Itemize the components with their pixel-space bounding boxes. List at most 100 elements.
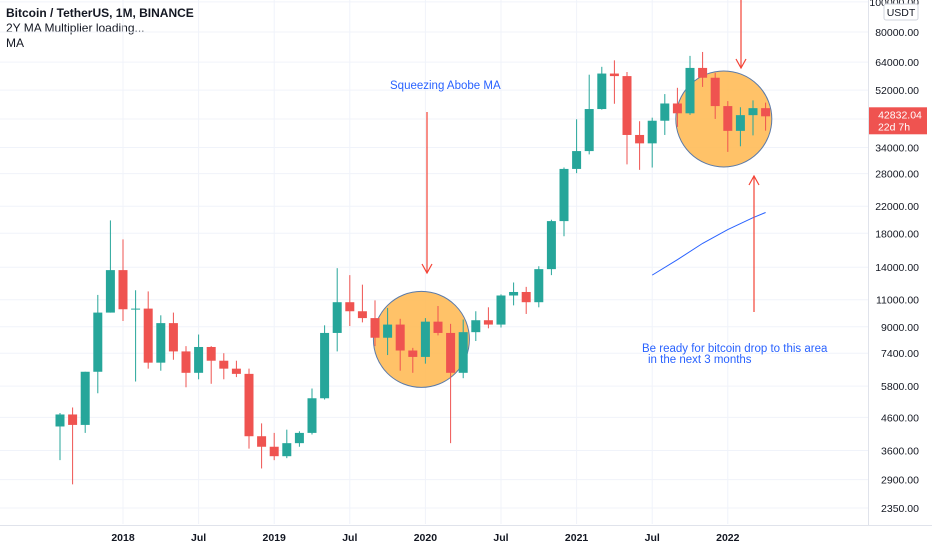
bottom-note-line1: Be ready for bitcoin drop to this area: [642, 343, 828, 355]
candle-body: [660, 103, 670, 121]
candle-body: [219, 360, 229, 369]
candle: [433, 306, 443, 336]
candle-body: [471, 320, 481, 333]
candle: [257, 423, 267, 469]
candle-body: [420, 321, 430, 357]
candle: [93, 294, 103, 394]
candle: [206, 346, 216, 384]
time-tick-label: Jul: [342, 532, 357, 544]
candle: [483, 307, 493, 329]
indicator-ma[interactable]: MA: [6, 36, 24, 50]
candle-body: [143, 308, 153, 363]
candle: [269, 432, 279, 461]
candle: [370, 300, 380, 347]
candle-body: [168, 323, 178, 352]
candle-body: [370, 318, 380, 338]
last-price-tag: 42832.04 22d 7h: [869, 107, 927, 135]
candle-body: [433, 321, 443, 333]
price-tick-label: 34000.00: [875, 142, 919, 154]
candle: [357, 284, 367, 323]
candle: [534, 266, 544, 308]
candle-body: [559, 168, 569, 222]
candle: [660, 94, 670, 135]
candle: [735, 107, 745, 147]
candle-body: [584, 109, 594, 152]
candle: [546, 219, 556, 276]
candle: [156, 315, 166, 371]
candle-body: [395, 324, 405, 351]
candle-body: [710, 77, 720, 107]
candle: [219, 353, 229, 380]
time-tick-label: Jul: [493, 532, 508, 544]
top-note: Squeezing Abobe MA: [390, 80, 501, 92]
price-tick-label: 80000.00: [875, 27, 919, 39]
price-tick-label: 7400.00: [881, 348, 919, 360]
candle-body: [446, 332, 456, 373]
candle: [635, 121, 645, 170]
candle-body: [685, 67, 695, 114]
candlestick-series: [55, 51, 771, 485]
price-tick-label: 11000.00: [876, 295, 919, 307]
candle-body: [105, 270, 115, 313]
last-price-value: 42832.04: [878, 109, 922, 121]
candle: [282, 429, 292, 459]
candle: [710, 72, 720, 119]
candle: [559, 167, 569, 237]
price-axis[interactable]: 100000.0080000.0064000.0052000.0042000.0…: [868, 0, 928, 525]
candle: [68, 407, 78, 485]
candle: [131, 290, 141, 382]
candle-body: [534, 269, 544, 303]
candle-body: [735, 115, 745, 131]
candle: [395, 318, 405, 371]
time-tick-label: Jul: [191, 532, 206, 544]
candle-body: [206, 346, 216, 361]
candle-body: [332, 302, 342, 333]
candle: [332, 268, 342, 352]
price-tick-label: 14000.00: [875, 262, 919, 274]
candle: [748, 100, 758, 136]
price-tick-label: 52000.00: [875, 85, 919, 97]
candle: [521, 286, 531, 314]
countdown-label: 22d 7h: [878, 121, 910, 133]
candle: [761, 102, 771, 131]
candle: [307, 388, 317, 435]
symbol-title[interactable]: Bitcoin / TetherUS, 1M, BINANCE: [6, 6, 194, 20]
candle: [597, 66, 607, 110]
time-tick-label: 2022: [716, 532, 740, 544]
candle: [672, 87, 682, 127]
candle-body: [294, 432, 304, 444]
candle-body: [244, 373, 254, 437]
price-tick-label: 5800.00: [881, 381, 919, 393]
price-tick-label: 22000.00: [875, 201, 919, 213]
candle-body: [408, 350, 418, 357]
candle-body: [672, 103, 682, 114]
candle: [55, 413, 65, 461]
candle-body: [131, 308, 141, 310]
candle-body: [509, 291, 519, 296]
time-tick-label: 2018: [111, 532, 135, 544]
candle-body: [496, 295, 506, 325]
candle-body: [68, 414, 78, 425]
candle: [231, 360, 241, 378]
candle: [244, 368, 254, 449]
candle-body: [307, 398, 317, 433]
candle: [609, 60, 619, 104]
candle-body: [181, 351, 191, 373]
candle-body: [647, 120, 657, 144]
candle: [143, 291, 153, 369]
candle-body: [55, 414, 65, 427]
candle-body: [269, 446, 279, 457]
candle-body: [761, 108, 771, 117]
time-axis[interactable]: 2018 Jul 2019 Jul 2020 Jul 2021 Jul 2022: [0, 525, 932, 545]
annotations: Squeezing Abobe MA Be ready for bitcoin …: [390, 80, 828, 366]
candle: [345, 275, 355, 327]
candle: [408, 347, 418, 373]
arrow-down-2020: [421, 112, 433, 275]
candle-body: [320, 332, 330, 399]
arrow-up-2022: [748, 174, 760, 312]
time-tick-label: 2021: [565, 532, 589, 544]
candle: [168, 312, 178, 360]
price-tick-label: 64000.00: [875, 57, 919, 69]
candle-body: [748, 108, 758, 116]
